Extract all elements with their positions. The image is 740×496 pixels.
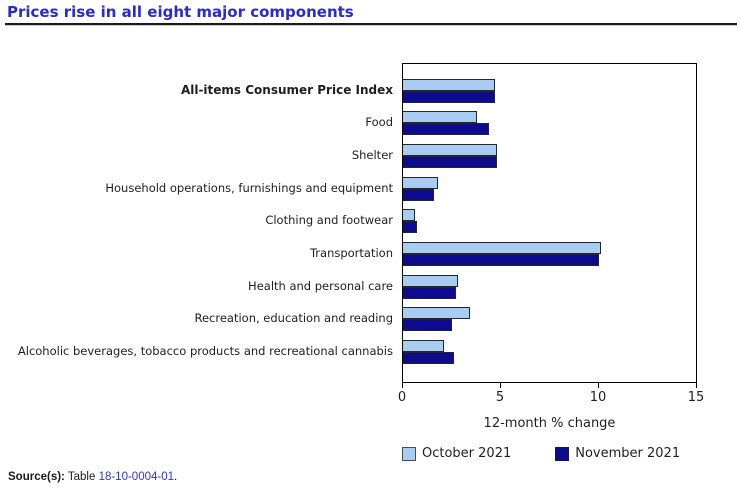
title-divider: [5, 23, 737, 25]
bar-november: [403, 319, 452, 332]
legend: October 2021 November 2021: [402, 446, 680, 461]
bar-november: [403, 90, 495, 103]
source-period: .: [174, 471, 178, 483]
bar-october: [403, 111, 477, 124]
category-label: Shelter: [351, 147, 393, 162]
x-tick-mark: [500, 383, 501, 388]
legend-label-november: November 2021: [575, 446, 681, 461]
bar-october: [403, 143, 497, 156]
bar-november: [403, 352, 454, 365]
category-label: Recreation, education and reading: [194, 311, 394, 326]
legend-swatch-november: [555, 446, 570, 461]
bar-november: [403, 286, 456, 299]
bar-october: [403, 274, 458, 287]
x-axis-label: 12-month % change: [483, 416, 616, 431]
category-label: Food: [365, 115, 393, 130]
bar-october: [403, 307, 470, 320]
bar-november: [403, 155, 497, 168]
category-label: Transportation: [309, 246, 393, 260]
category-label: Household operations, furnishings and eq…: [105, 180, 393, 195]
category-label: Clothing and footwear: [265, 213, 393, 228]
x-tick-label: 0: [397, 390, 407, 405]
legend-swatch-october: [402, 446, 416, 461]
x-tick-mark: [402, 383, 403, 388]
bar-october: [403, 340, 444, 353]
x-tick-label: 5: [495, 390, 505, 405]
plot-area: [402, 63, 697, 383]
x-tick-label: 15: [687, 390, 705, 405]
bar-october: [403, 209, 415, 222]
bar-november: [403, 221, 417, 234]
bar-november: [403, 254, 599, 266]
source-text: Table: [64, 471, 99, 483]
bar-october: [403, 242, 601, 254]
source-prefix: Source(s):: [8, 471, 65, 483]
x-tick-mark: [696, 383, 697, 388]
source-line: Source(s): Table 18-10-0004-01.: [8, 471, 177, 483]
legend-label-october: October 2021: [422, 446, 512, 461]
page-title: Prices rise in all eight major component…: [7, 3, 354, 21]
category-label: Alcoholic beverages, tobacco products an…: [17, 344, 393, 359]
bar-october: [403, 176, 438, 189]
x-tick-label: 10: [589, 390, 607, 405]
bar-november: [403, 123, 489, 136]
bar-october: [403, 78, 495, 91]
category-label: All-items Consumer Price Index: [180, 82, 393, 97]
bar-november: [403, 188, 434, 201]
x-tick-mark: [598, 383, 599, 388]
source-table-link[interactable]: 18-10-0004-01: [98, 471, 175, 483]
category-label: Health and personal care: [248, 278, 393, 293]
